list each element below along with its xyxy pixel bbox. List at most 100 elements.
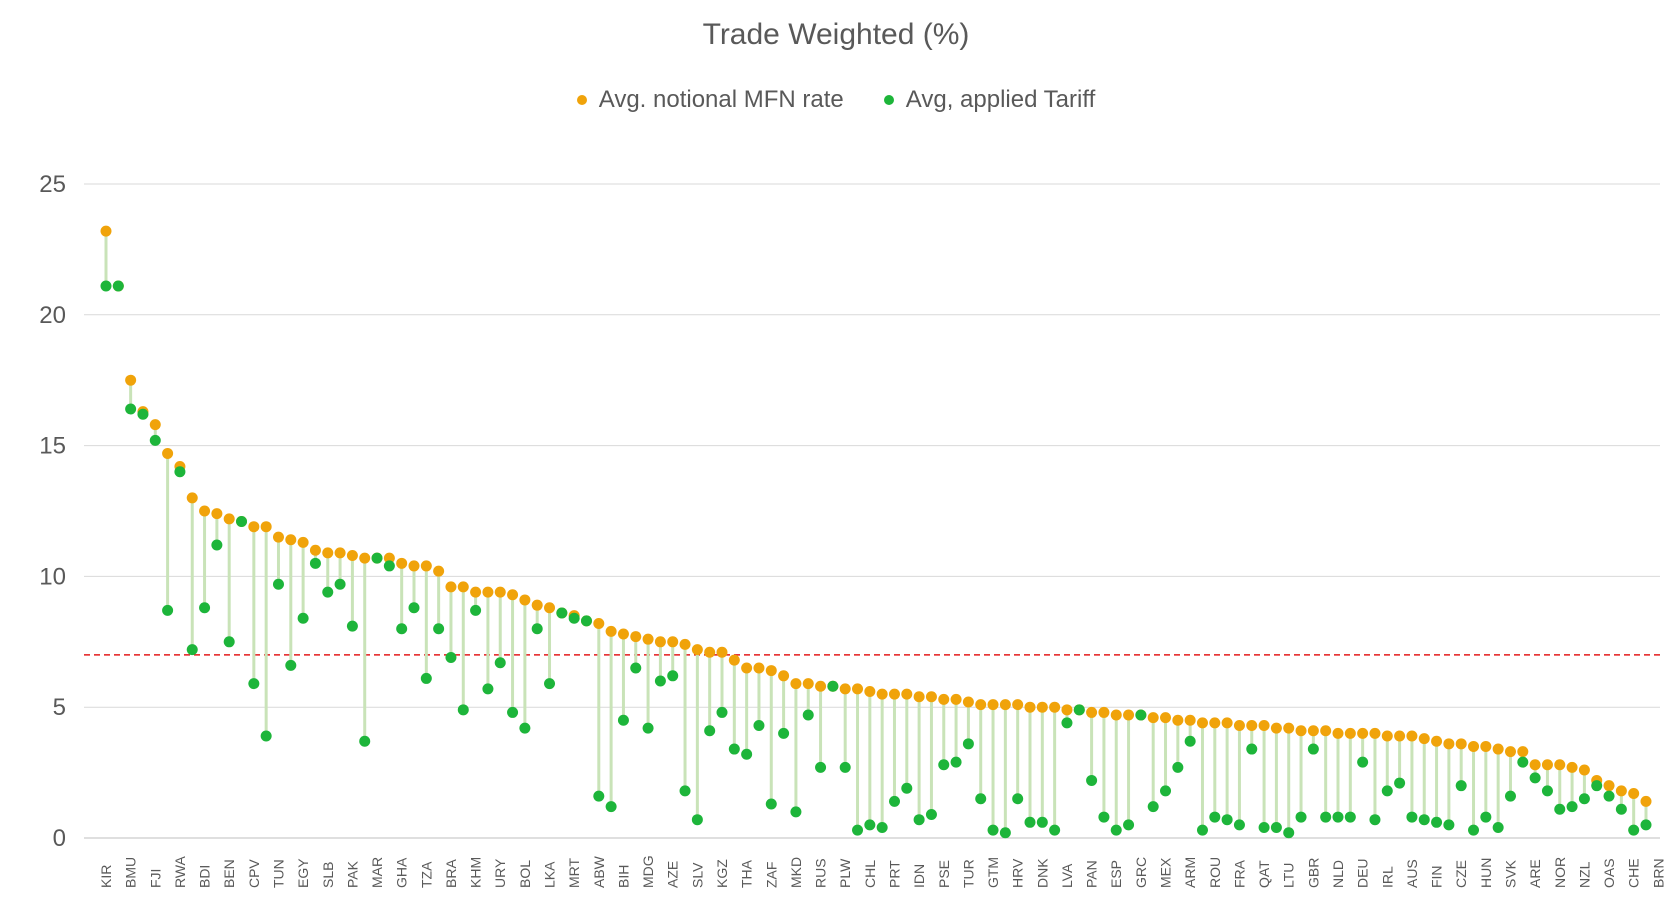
point-applied (654, 675, 666, 687)
x-tick-label: ESP (1108, 860, 1124, 888)
point-mfn (605, 625, 617, 637)
x-tick-label: TUN (270, 859, 286, 888)
legend-item-applied: Avg, applied Tariff (883, 86, 1095, 114)
point-applied (137, 408, 149, 420)
point-applied (1221, 814, 1233, 826)
point-mfn (753, 662, 765, 674)
x-tick-label: AZE (665, 861, 681, 888)
point-applied (346, 620, 358, 632)
point-mfn (1431, 735, 1443, 747)
x-tick-label: ARM (1182, 857, 1198, 888)
point-applied (888, 795, 900, 807)
point-applied (580, 615, 592, 627)
point-mfn (285, 534, 297, 546)
point-mfn (790, 678, 802, 690)
point-applied (1554, 803, 1566, 815)
x-tick-label: TZA (418, 861, 434, 888)
point-applied (408, 602, 420, 614)
point-mfn (815, 680, 827, 692)
point-applied (815, 761, 827, 773)
point-applied (901, 782, 913, 794)
x-tick-label: BRA (443, 859, 459, 888)
point-mfn (162, 447, 174, 459)
x-tick-label: MKD (788, 857, 804, 888)
point-mfn (1468, 740, 1480, 752)
x-tick-label: KIR (98, 865, 114, 888)
point-applied (383, 560, 395, 572)
point-applied (162, 604, 174, 616)
x-tick-label: NZL (1576, 861, 1592, 888)
point-mfn (617, 628, 629, 640)
point-mfn (1110, 709, 1122, 721)
point-mfn (1012, 699, 1024, 711)
point-mfn (679, 638, 691, 650)
point-applied (1049, 824, 1061, 836)
point-applied (1344, 811, 1356, 823)
point-mfn (704, 646, 716, 658)
point-applied (396, 623, 408, 635)
point-applied (507, 706, 519, 718)
point-mfn (839, 683, 851, 695)
point-applied (913, 814, 925, 826)
x-tick-label: LVA (1059, 863, 1075, 888)
x-tick-label: PAN (1084, 860, 1100, 888)
x-tick-label: MEX (1158, 857, 1174, 888)
point-applied (1468, 824, 1480, 836)
x-tick-label: NLD (1330, 860, 1346, 888)
point-applied (1394, 777, 1406, 789)
x-tick-label: PSE (936, 860, 952, 888)
point-applied (630, 662, 642, 674)
x-tick-label: PAK (344, 860, 360, 888)
point-applied (1123, 819, 1135, 831)
point-mfn (1480, 740, 1492, 752)
point-applied (1504, 790, 1516, 802)
point-applied (1307, 743, 1319, 755)
point-mfn (888, 688, 900, 700)
point-applied (334, 578, 346, 590)
x-tick-label: MAR (369, 857, 385, 888)
x-tick-label: MRT (566, 857, 582, 888)
x-tick-label: EGY (295, 858, 311, 888)
x-tick-label: THA (739, 859, 755, 888)
point-applied (260, 730, 272, 742)
point-mfn (199, 505, 211, 517)
point-applied (1615, 803, 1627, 815)
point-applied (100, 280, 112, 292)
point-mfn (691, 644, 703, 656)
point-mfn (852, 683, 864, 695)
x-tick-label: BOL (517, 860, 533, 888)
point-applied (605, 801, 617, 813)
point-mfn (1196, 717, 1208, 729)
x-tick-label: PRT (886, 860, 902, 888)
point-mfn (1246, 720, 1258, 732)
point-applied (642, 722, 654, 734)
point-applied (1098, 811, 1110, 823)
point-mfn (1554, 759, 1566, 771)
point-mfn (1640, 795, 1652, 807)
point-mfn (802, 678, 814, 690)
x-tick-label: IDN (911, 864, 927, 888)
point-mfn (1049, 701, 1061, 713)
x-tick-label: IRL (1379, 866, 1395, 888)
point-mfn (1566, 761, 1578, 773)
point-mfn (457, 581, 469, 593)
point-mfn (309, 544, 321, 556)
point-applied (1431, 816, 1443, 828)
point-mfn (470, 586, 482, 598)
point-applied (950, 756, 962, 768)
x-tick-label: QAT (1256, 860, 1272, 888)
x-tick-label: DEU (1355, 858, 1371, 888)
point-mfn (1603, 780, 1615, 792)
legend-label-mfn: Avg. notional MFN rate (598, 86, 844, 113)
x-tick-label: GRC (1133, 857, 1149, 888)
point-mfn (1160, 712, 1172, 724)
point-applied (1640, 819, 1652, 831)
point-applied (1603, 790, 1615, 802)
point-mfn (346, 549, 358, 561)
point-applied (1258, 822, 1270, 834)
point-mfn (999, 699, 1011, 711)
x-tick-label: SLV (689, 862, 705, 888)
point-applied (1024, 816, 1036, 828)
point-mfn (482, 586, 494, 598)
